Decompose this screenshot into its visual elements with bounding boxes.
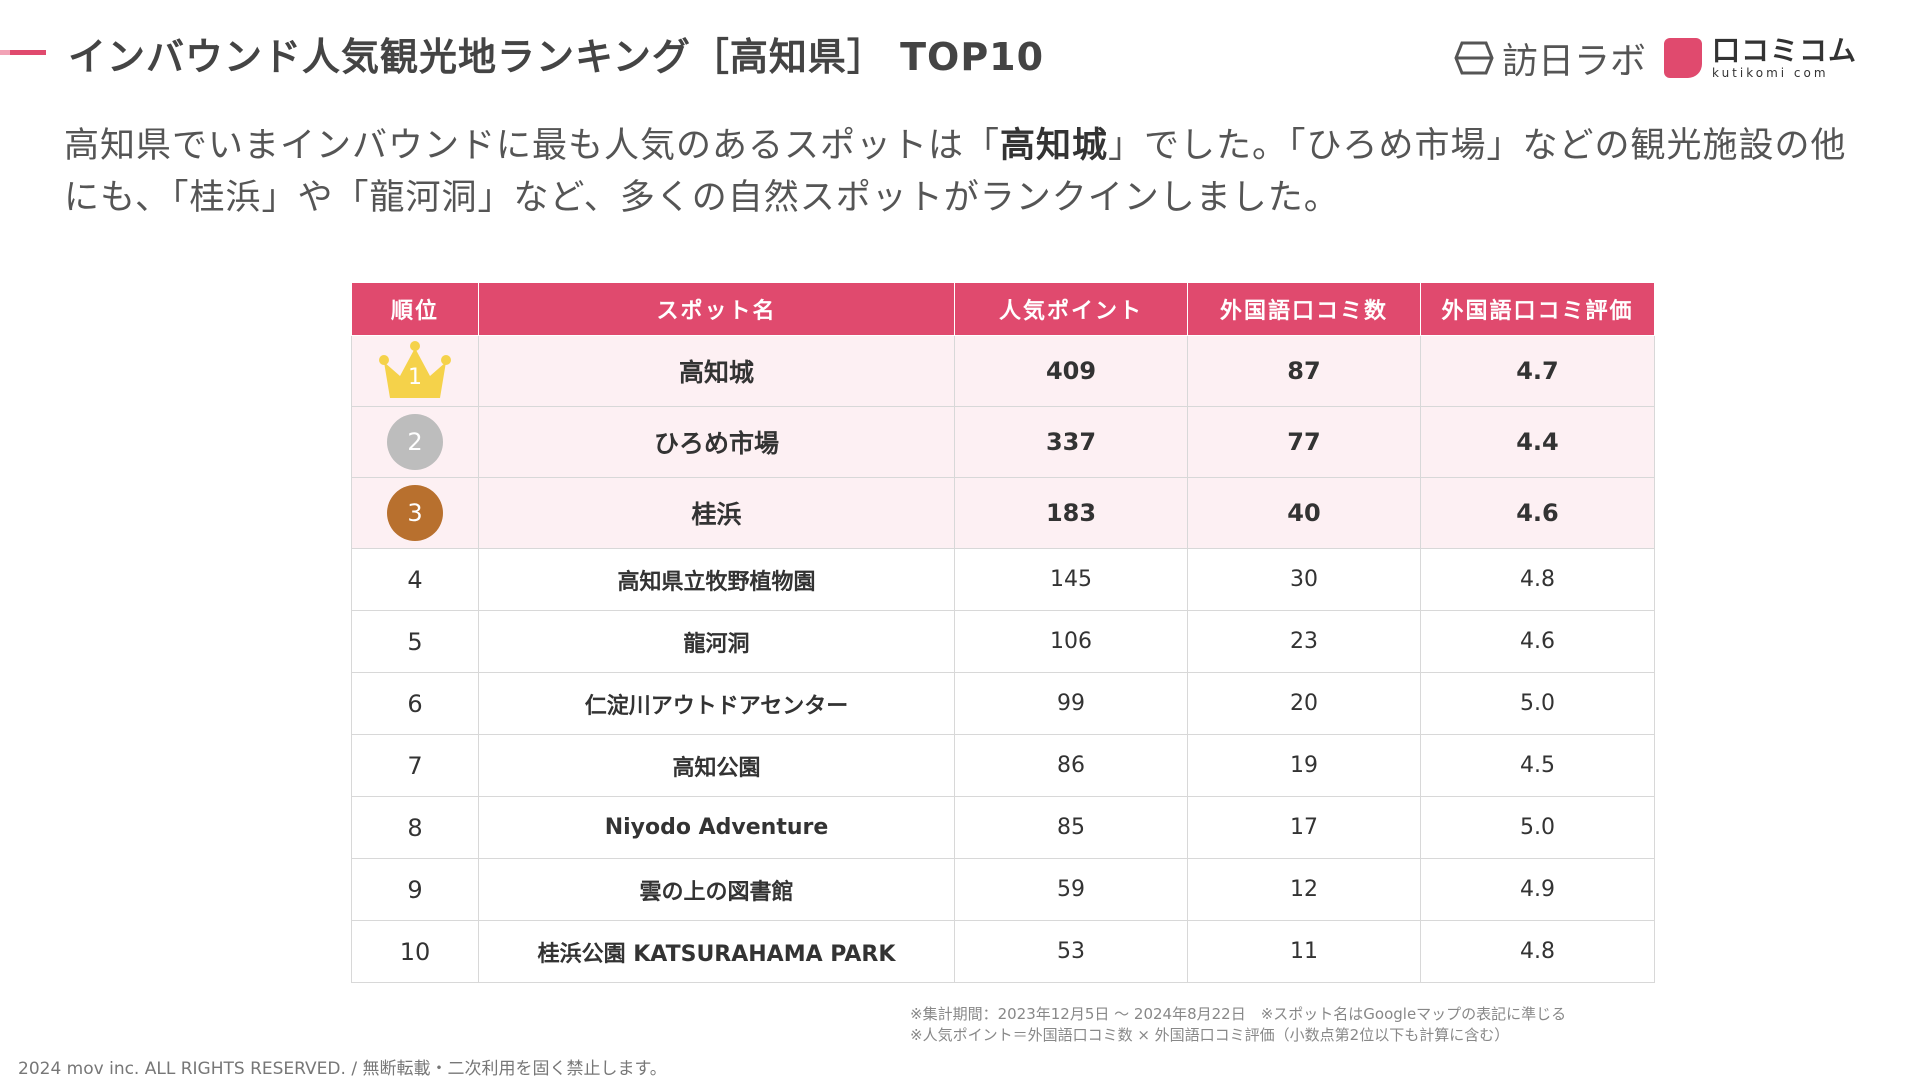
spot-name: 桂浜: [478, 477, 955, 549]
rank-number: 8: [351, 796, 479, 859]
table-header-row: 順位 スポット名 人気ポイント 外国語口コミ数 外国語口コミ評価: [351, 282, 1655, 336]
kuchikomi-wordmark: 口コミコム: [1711, 34, 1857, 67]
bronze-medal-icon: 3: [387, 485, 443, 541]
header-rating: 外国語口コミ評価: [1420, 282, 1655, 336]
houjin-labo-wordmark: 訪日ラボ: [1501, 41, 1646, 82]
kuchikomi-speech-bubble-icon: [1663, 38, 1702, 78]
ranking-table: 順位 スポット名 人気ポイント 外国語口コミ数 外国語口コミ評価 1 高知城: [351, 282, 1655, 983]
table-row: 5 龍河洞 106 23 4.6: [351, 610, 1655, 673]
spot-name: 高知城: [478, 335, 955, 407]
title-accent-bar: [0, 50, 46, 55]
table-row: 3 桂浜 183 40 4.6: [351, 477, 1655, 549]
table-row: 7 高知公園 86 19 4.5: [351, 734, 1655, 797]
footnotes: ※集計期間：2023年12月5日 ～ 2024年8月22日 ※スポット名はGoo…: [910, 1004, 1566, 1046]
kuchikomi-logo: 口コミコム kutikomi com: [1663, 34, 1857, 80]
rank-cell: 3: [351, 477, 479, 549]
footnote-formula: ※人気ポイント＝外国語口コミ数 × 外国語口コミ評価（小数点第2位以下も計算に含…: [910, 1026, 1510, 1044]
points-value: 53: [954, 920, 1188, 983]
points-value: 337: [954, 406, 1188, 478]
reviews-value: 40: [1187, 477, 1421, 549]
points-value: 86: [954, 734, 1188, 797]
rank-number: 10: [351, 920, 479, 983]
silver-medal-icon: 2: [387, 414, 443, 470]
points-value: 409: [954, 335, 1188, 407]
table-row: 1 高知城 409 87 4.7: [351, 335, 1655, 407]
header-spot: スポット名: [478, 282, 955, 336]
spot-name: 高知公園: [478, 734, 955, 797]
spot-name: 高知県立牧野植物園: [478, 548, 955, 611]
spot-name: Niyodo Adventure: [478, 796, 955, 859]
intro-highlight: 高知城: [1000, 126, 1109, 166]
rating-value: 4.5: [1420, 734, 1655, 797]
rating-value: 5.0: [1420, 672, 1655, 735]
points-value: 183: [954, 477, 1188, 549]
kuchikomi-subtext: kutikomi com: [1711, 66, 1829, 80]
points-value: 106: [954, 610, 1188, 673]
rank-cell: 1: [351, 335, 479, 407]
reviews-value: 20: [1187, 672, 1421, 735]
gold-crown-icon: 1: [374, 340, 456, 402]
rating-value: 4.8: [1420, 548, 1655, 611]
rank-number: 5: [351, 610, 479, 673]
rank-number: 7: [351, 734, 479, 797]
points-value: 85: [954, 796, 1188, 859]
points-value: 59: [954, 858, 1188, 921]
rank-number: 1: [408, 365, 422, 390]
reviews-value: 17: [1187, 796, 1421, 859]
header-reviews: 外国語口コミ数: [1187, 282, 1421, 336]
rating-value: 4.6: [1420, 477, 1655, 549]
points-value: 99: [954, 672, 1188, 735]
table-row: 2 ひろめ市場 337 77 4.4: [351, 406, 1655, 478]
reviews-value: 23: [1187, 610, 1421, 673]
rank-number: 9: [351, 858, 479, 921]
points-value: 145: [954, 548, 1188, 611]
rank-number: 2: [407, 428, 423, 456]
rank-number: 6: [351, 672, 479, 735]
rating-value: 4.7: [1420, 335, 1655, 407]
reviews-value: 19: [1187, 734, 1421, 797]
spot-name: 龍河洞: [478, 610, 955, 673]
spot-name: 仁淀川アウトドアセンター: [478, 672, 955, 735]
copyright-footer: 2024 mov inc. ALL RIGHTS RESERVED. / 無断転…: [18, 1059, 667, 1079]
rating-value: 5.0: [1420, 796, 1655, 859]
reviews-value: 12: [1187, 858, 1421, 921]
spot-name: ひろめ市場: [478, 406, 955, 478]
brand-logos: 訪日ラボ 口コミコム kutikomi com: [1454, 30, 1857, 86]
houjin-labo-logo: 訪日ラボ: [1454, 32, 1646, 84]
rating-value: 4.4: [1420, 406, 1655, 478]
table-row: 6 仁淀川アウトドアセンター 99 20 5.0: [351, 672, 1655, 735]
intro-part1: 高知県でいまインバウンドに最も人気のあるスポットは「: [64, 126, 1001, 166]
rank-number: 3: [407, 499, 423, 527]
table-row: 4 高知県立牧野植物園 145 30 4.8: [351, 548, 1655, 611]
rank-cell: 2: [351, 406, 479, 478]
rating-value: 4.6: [1420, 610, 1655, 673]
footnote-period: ※集計期間：2023年12月5日 ～ 2024年8月22日 ※スポット名はGoo…: [910, 1005, 1567, 1023]
page-title: インバウンド人気観光地ランキング［高知県］ TOP10: [68, 35, 1045, 79]
rating-value: 4.8: [1420, 920, 1655, 983]
table-row: 10 桂浜公園 KATSURAHAMA PARK 53 11 4.8: [351, 920, 1655, 983]
intro-part2: 」でした。「ひろめ市場」などの観光施設の他にも、「桂浜」や「龍河洞」など、多くの…: [64, 126, 1847, 218]
rating-value: 4.9: [1420, 858, 1655, 921]
spot-name: 桂浜公園 KATSURAHAMA PARK: [478, 920, 955, 983]
header-points: 人気ポイント: [954, 282, 1188, 336]
reviews-value: 87: [1187, 335, 1421, 407]
table-row: 9 雲の上の図書館 59 12 4.9: [351, 858, 1655, 921]
reviews-value: 11: [1187, 920, 1421, 983]
header-rank: 順位: [351, 282, 479, 336]
rank-number: 4: [351, 548, 479, 611]
spot-name: 雲の上の図書館: [478, 858, 955, 921]
intro-paragraph: 高知県でいまインバウンドに最も人気のあるスポットは「高知城」でした。「ひろめ市場…: [64, 120, 1864, 224]
reviews-value: 30: [1187, 548, 1421, 611]
table-row: 8 Niyodo Adventure 85 17 5.0: [351, 796, 1655, 859]
houjin-labo-logo-icon: [1454, 41, 1494, 75]
reviews-value: 77: [1187, 406, 1421, 478]
